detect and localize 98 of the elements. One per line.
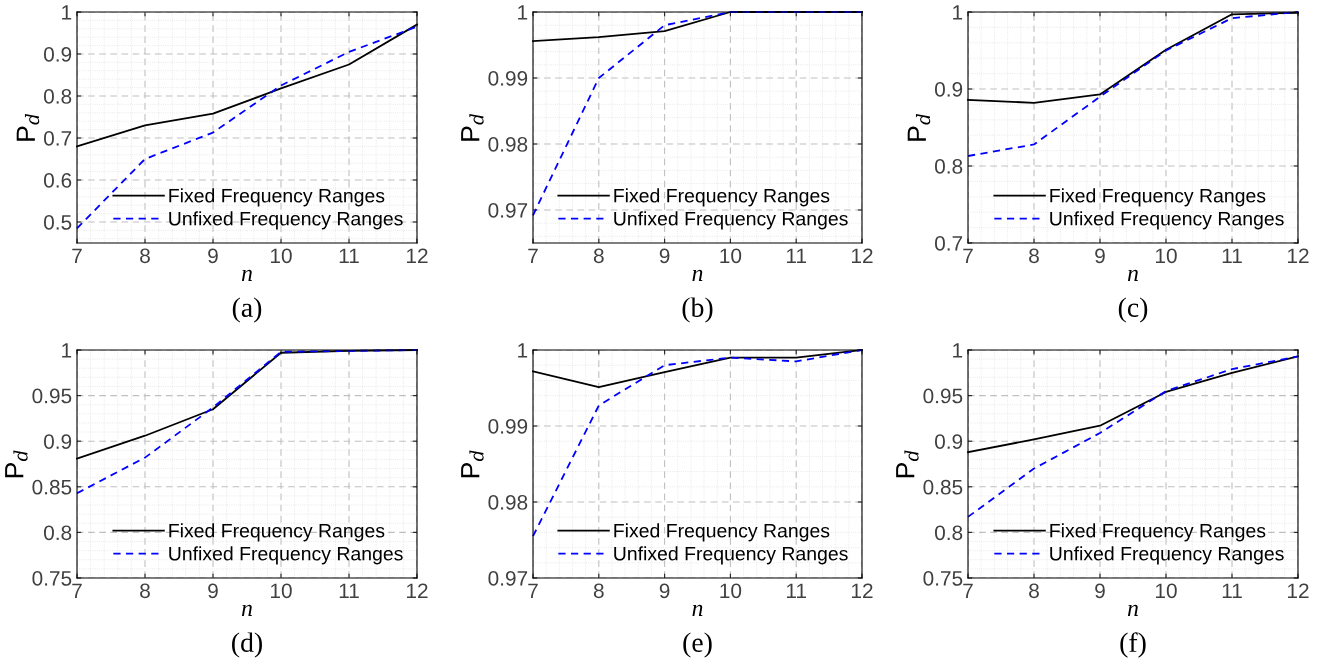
x-axis-title: n <box>1127 269 1138 281</box>
x-tick-label: 11 <box>1222 583 1242 598</box>
y-tick-label: 0.8 <box>934 159 963 174</box>
text: (c) <box>1118 297 1148 323</box>
x-tick-label: 12 <box>1288 248 1309 263</box>
y-tick-label: 0.95 <box>923 388 963 404</box>
y-tick-label: 0.98 <box>488 495 528 510</box>
legend-label: Unfixed Frequency Ranges <box>614 211 848 230</box>
y-tick-label: 1 <box>953 5 963 20</box>
x-tick-label: 7 <box>72 248 82 263</box>
legend-label: Unfixed Frequency Ranges <box>1050 211 1284 230</box>
y-tick-label: 1 <box>62 5 72 20</box>
y-axis-title: P$_{d}$ <box>461 450 484 478</box>
legend-label: Fixed Frequency Ranges <box>169 523 385 542</box>
y-tick-label: 0.7 <box>43 131 72 146</box>
x-tick-label: 8 <box>593 248 604 264</box>
x-tick-label: 11 <box>339 583 359 598</box>
x-tick-label: 11 <box>786 583 806 598</box>
x-tick-label: 8 <box>140 583 150 599</box>
x-tick-label: 12 <box>852 583 873 598</box>
y-axis-title: P$_{d}$ <box>5 450 28 478</box>
y-tick-label: 0.97 <box>488 571 528 586</box>
y-tick-label: 0.75 <box>923 571 963 586</box>
y-axis-title: P$_{d}$ <box>461 113 484 141</box>
line-series <box>967 355 1299 518</box>
x-tick-label: 10 <box>1156 583 1177 599</box>
y-tick-label: 0.98 <box>488 137 528 152</box>
x-tick-label: 9 <box>659 248 670 264</box>
x-axis-title: n <box>692 604 703 616</box>
y-tick-label: 0.8 <box>43 525 72 541</box>
y-tick-label: 1 <box>518 343 528 358</box>
y-tick-label: 0.5 <box>43 215 72 230</box>
x-tick-label: 11 <box>786 248 806 263</box>
x-tick-label: 11 <box>339 248 359 263</box>
y-tick-label: 0.9 <box>43 47 72 62</box>
x-tick-label: 9 <box>1095 583 1105 599</box>
y-tick-label: 1 <box>62 343 72 358</box>
x-tick-label: 10 <box>271 248 292 264</box>
legend-label: Fixed Frequency Ranges <box>614 523 830 542</box>
legend-label: Unfixed Frequency Ranges <box>169 546 403 565</box>
y-tick-label: 1 <box>518 5 528 20</box>
legend-label: Unfixed Frequency Ranges <box>1050 546 1284 565</box>
x-tick-label: 7 <box>963 583 973 598</box>
x-tick-label: 10 <box>271 583 292 599</box>
y-axis-title: P$_{d}$ <box>896 450 919 478</box>
y-axis-title: P$_{d}$ <box>907 113 931 141</box>
text: (e) <box>683 632 712 658</box>
x-tick-label: 9 <box>1095 248 1105 264</box>
text: (d) <box>232 632 262 658</box>
y-tick-label: 0.9 <box>934 434 963 449</box>
x-tick-label: 12 <box>407 248 428 263</box>
x-axis-title: n <box>241 269 252 281</box>
text: (b) <box>682 297 713 323</box>
x-tick-label: 10 <box>720 248 742 264</box>
x-tick-label: 11 <box>1222 248 1242 263</box>
y-axis-title: P$_{d}$ <box>16 113 40 141</box>
line-series <box>76 25 418 230</box>
legend-label: Fixed Frequency Ranges <box>1050 188 1266 207</box>
x-tick-label: 12 <box>1288 583 1309 598</box>
y-tick-label: 0.8 <box>43 89 72 104</box>
x-tick-label: 9 <box>208 248 218 264</box>
y-tick-label: 0.9 <box>43 434 72 449</box>
legend-label: Fixed Frequency Ranges <box>169 188 385 207</box>
y-tick-label: 0.8 <box>934 525 963 541</box>
x-tick-label: 7 <box>963 248 973 263</box>
x-axis-title: n <box>692 269 703 281</box>
x-axis-title: n <box>1127 604 1138 616</box>
legend-label: Unfixed Frequency Ranges <box>614 546 848 565</box>
y-tick-label: 0.97 <box>488 203 528 218</box>
x-axis-title: n <box>241 604 252 616</box>
x-tick-label: 10 <box>1156 248 1177 264</box>
y-tick-label: 0.7 <box>934 236 963 251</box>
x-tick-label: 9 <box>659 583 670 599</box>
x-tick-label: 10 <box>720 583 742 599</box>
y-tick-label: 0.99 <box>488 71 528 86</box>
x-tick-label: 8 <box>593 583 604 599</box>
x-tick-label: 7 <box>528 248 538 263</box>
legend-label: Unfixed Frequency Ranges <box>169 211 403 230</box>
y-tick-label: 0.99 <box>488 419 528 434</box>
x-tick-label: 8 <box>1029 583 1039 599</box>
x-tick-label: 8 <box>140 248 150 264</box>
y-tick-label: 1 <box>953 343 963 358</box>
x-tick-label: 9 <box>208 583 218 599</box>
text: (f) <box>1120 632 1146 658</box>
legend-label: Fixed Frequency Ranges <box>614 188 830 207</box>
y-tick-label: 0.6 <box>43 173 72 188</box>
x-tick-label: 7 <box>528 583 538 598</box>
y-tick-label: 0.85 <box>32 479 72 495</box>
text: (a) <box>232 297 262 323</box>
x-tick-label: 7 <box>72 583 82 598</box>
x-tick-label: 12 <box>852 248 873 263</box>
x-tick-label: 8 <box>1029 248 1039 264</box>
x-tick-label: 12 <box>407 583 428 598</box>
legend-label: Fixed Frequency Ranges <box>1050 523 1266 542</box>
y-tick-label: 0.95 <box>32 388 72 404</box>
y-tick-label: 0.9 <box>934 82 963 97</box>
y-tick-label: 0.75 <box>32 571 72 586</box>
y-tick-label: 0.85 <box>923 479 963 495</box>
